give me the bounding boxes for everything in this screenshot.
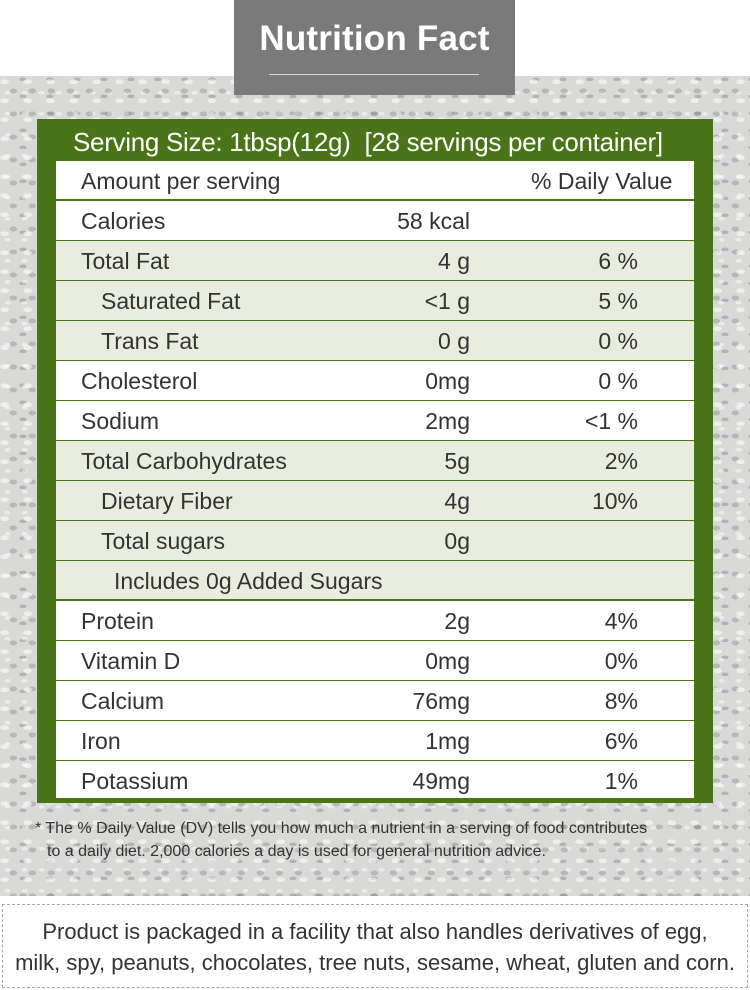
nutrient-dv: 4%: [604, 608, 638, 634]
title-underline: [269, 74, 479, 75]
row-potassium: Potassium 49mg 1%: [56, 761, 694, 801]
row-iron: Iron 1mg 6%: [56, 721, 694, 761]
nutrient-dv: 0 %: [598, 328, 638, 354]
nutrient-amount: 2mg: [425, 408, 470, 434]
row-total-sugars: Total sugars 0g: [56, 521, 694, 561]
nutrient-name: Trans Fat: [101, 328, 199, 354]
row-calories: Calories 58 kcal: [56, 201, 694, 241]
nutrient-dv: 5 %: [598, 288, 638, 314]
nutrient-amount: <1 g: [424, 288, 470, 314]
title-banner: Nutrition Fact: [234, 0, 515, 95]
row-trans-fat: Trans Fat 0 g 0 %: [56, 321, 694, 361]
nutrient-name: Calcium: [81, 688, 165, 714]
nutrient-dv: 6 %: [598, 248, 638, 274]
nutrient-amount: 58 kcal: [397, 208, 470, 234]
row-protein: Protein 2g 4%: [56, 601, 694, 641]
nutrient-name: Total sugars: [101, 528, 226, 554]
nutrient-amount: 2g: [444, 608, 470, 634]
nutrient-dv: 8%: [604, 688, 638, 714]
nutrient-dv: 10%: [591, 488, 638, 514]
nutrient-dv: 6%: [604, 728, 638, 754]
page-title: Nutrition Fact: [259, 19, 490, 58]
allergen-notice: Product is packaged in a facility that a…: [2, 904, 748, 988]
row-cholesterol: Cholesterol 0mg 0 %: [56, 361, 694, 401]
row-added-sugars: Includes 0g Added Sugars: [56, 561, 694, 601]
row-calcium: Calcium 76mg 8%: [56, 681, 694, 721]
nutrient-amount: 4g: [444, 488, 470, 514]
nutrient-dv: <1 %: [584, 408, 638, 434]
nutrient-dv: 0%: [604, 648, 638, 674]
amount-per-serving-header: Amount per serving: [81, 168, 281, 194]
nutrient-name: Total Fat: [81, 248, 170, 274]
nutrient-dv: 0 %: [598, 368, 638, 394]
nutrient-amount: 0mg: [425, 648, 470, 674]
serving-size: Serving Size: 1tbsp(12g): [73, 127, 351, 157]
nutrient-amount: 5g: [444, 448, 470, 474]
row-total-fat: Total Fat 4 g 6 %: [56, 241, 694, 281]
nutrient-name: Cholesterol: [81, 368, 198, 394]
row-sodium: Sodium 2mg <1 %: [56, 401, 694, 441]
daily-value-header: % Daily Value: [531, 168, 673, 194]
nutrient-name: Potassium: [81, 768, 189, 794]
row-total-carbohydrates: Total Carbohydrates 5g 2%: [56, 441, 694, 481]
servings-per-container: [28 servings per container]: [364, 127, 664, 157]
footnote-line-2: to a daily diet. 2,000 calories a day is…: [47, 843, 546, 860]
nutrient-amount: 0g: [444, 528, 470, 554]
nutrient-dv: 1%: [604, 768, 638, 794]
row-vitamin-d: Vitamin D 0mg 0%: [56, 641, 694, 681]
allergen-line-1: Product is packaged in a facility that a…: [42, 919, 708, 944]
nutrient-dv: 2%: [604, 448, 638, 474]
nutrient-name: Protein: [81, 608, 154, 634]
nutrient-name: Total Carbohydrates: [81, 448, 287, 474]
nutrient-name: Calories: [81, 208, 166, 234]
footnote-line-1: * The % Daily Value (DV) tells you how m…: [35, 820, 648, 837]
nutrient-name: Includes 0g Added Sugars: [114, 568, 383, 594]
nutrient-amount: 0mg: [425, 368, 470, 394]
table-header: Amount per serving % Daily Value: [56, 161, 694, 201]
nutrient-amount: 49mg: [412, 768, 470, 794]
nutrition-panel: Serving Size: 1tbsp(12g) [28 servings per…: [37, 119, 713, 803]
nutrient-amount: 1mg: [425, 728, 470, 754]
allergen-line-2: milk, spy, peanuts, chocolates, tree nut…: [15, 950, 735, 975]
nutrient-amount: 4 g: [438, 248, 470, 274]
serving-size-bar: Serving Size: 1tbsp(12g) [28 servings per…: [56, 124, 694, 161]
nutrient-name: Sodium: [81, 408, 159, 434]
nutrient-name: Iron: [81, 728, 121, 754]
row-dietary-fiber: Dietary Fiber 4g 10%: [56, 481, 694, 521]
nutrient-name: Saturated Fat: [101, 288, 241, 314]
row-saturated-fat: Saturated Fat <1 g 5 %: [56, 281, 694, 321]
daily-value-footnote: * The % Daily Value (DV) tells you how m…: [35, 817, 725, 863]
nutrition-table: Serving Size: 1tbsp(12g) [28 servings per…: [56, 124, 694, 798]
nutrient-amount: 76mg: [412, 688, 470, 714]
nutrient-name: Vitamin D: [81, 648, 181, 674]
nutrient-amount: 0 g: [438, 328, 470, 354]
nutrient-name: Dietary Fiber: [101, 488, 233, 514]
